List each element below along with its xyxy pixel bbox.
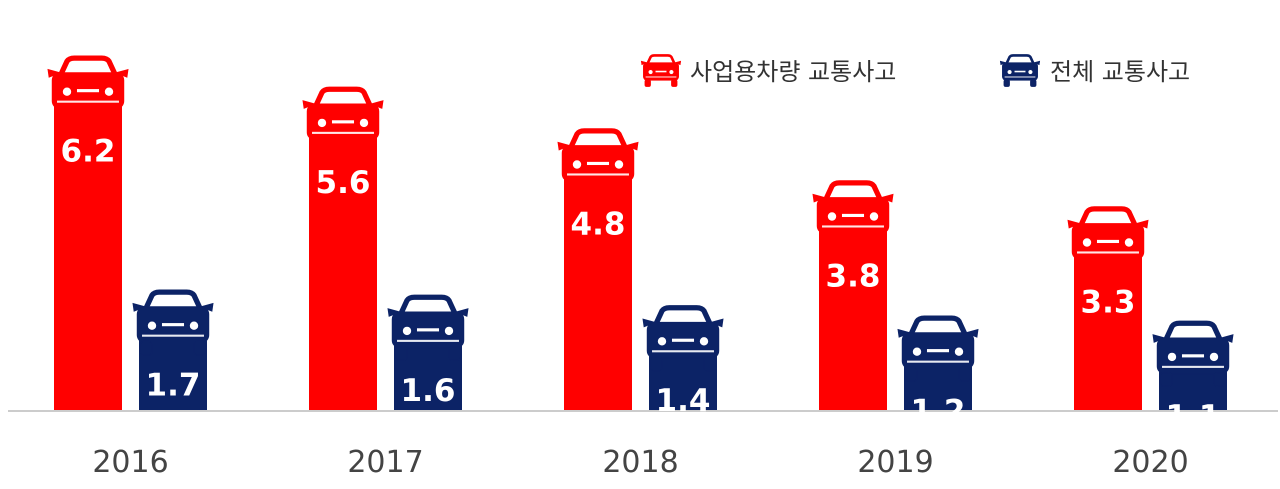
bar-2016-0 <box>54 87 122 410</box>
data-label: 1.6 <box>401 373 456 409</box>
data-label: 1.2 <box>911 394 966 430</box>
bars-layer: 6.2 1.7 5.6 1.6 4.8 1.4 3.8 1.2 3.3 1.1 <box>48 58 1233 435</box>
data-label: 4.8 <box>571 206 626 242</box>
legend-label-0: 사업용차량 교통사고 <box>690 58 896 86</box>
bar-2018-0 <box>564 160 632 410</box>
data-label: 1.1 <box>1166 399 1221 435</box>
bar-group: 1.4 <box>643 308 723 419</box>
data-label: 3.3 <box>1081 284 1136 320</box>
bar-group: 5.6 <box>303 89 383 411</box>
bar-group: 1.6 <box>388 297 468 410</box>
bar-group: 4.8 <box>558 131 638 410</box>
bar-group: 3.8 <box>813 183 893 410</box>
data-label: 5.6 <box>316 165 371 201</box>
x-tick-label: 2018 <box>602 445 678 480</box>
legend-item-0: 사업용차량 교통사고 <box>639 54 896 88</box>
x-tick-label: 2019 <box>857 445 933 480</box>
bar-group: 3.3 <box>1068 209 1148 410</box>
x-tick-label: 2020 <box>1112 445 1188 480</box>
bar-group: 1.7 <box>133 292 213 410</box>
legend-car-icon <box>639 54 683 88</box>
legend-label-1: 전체 교통사고 <box>1050 58 1190 86</box>
x-tick-label: 2016 <box>92 445 168 480</box>
bar-2017-0 <box>309 118 377 411</box>
legend-car-icon <box>998 54 1042 88</box>
car-front-icon <box>998 54 1042 88</box>
x-tick-label: 2017 <box>347 445 423 480</box>
legend: 사업용차량 교통사고 전체 교통사고 <box>639 54 1190 88</box>
data-label: 1.7 <box>146 368 201 404</box>
data-label: 1.4 <box>656 383 711 419</box>
bar-group: 6.2 <box>48 58 128 410</box>
bar-group: 1.2 <box>898 318 978 430</box>
data-label: 6.2 <box>61 134 116 170</box>
x-tick-labels: 2016 2017 2018 2019 2020 <box>92 445 1188 480</box>
car-front-icon <box>639 54 683 88</box>
bar-group: 1.1 <box>1153 323 1233 435</box>
legend-item-1: 전체 교통사고 <box>998 54 1190 88</box>
data-label: 3.8 <box>826 258 881 294</box>
